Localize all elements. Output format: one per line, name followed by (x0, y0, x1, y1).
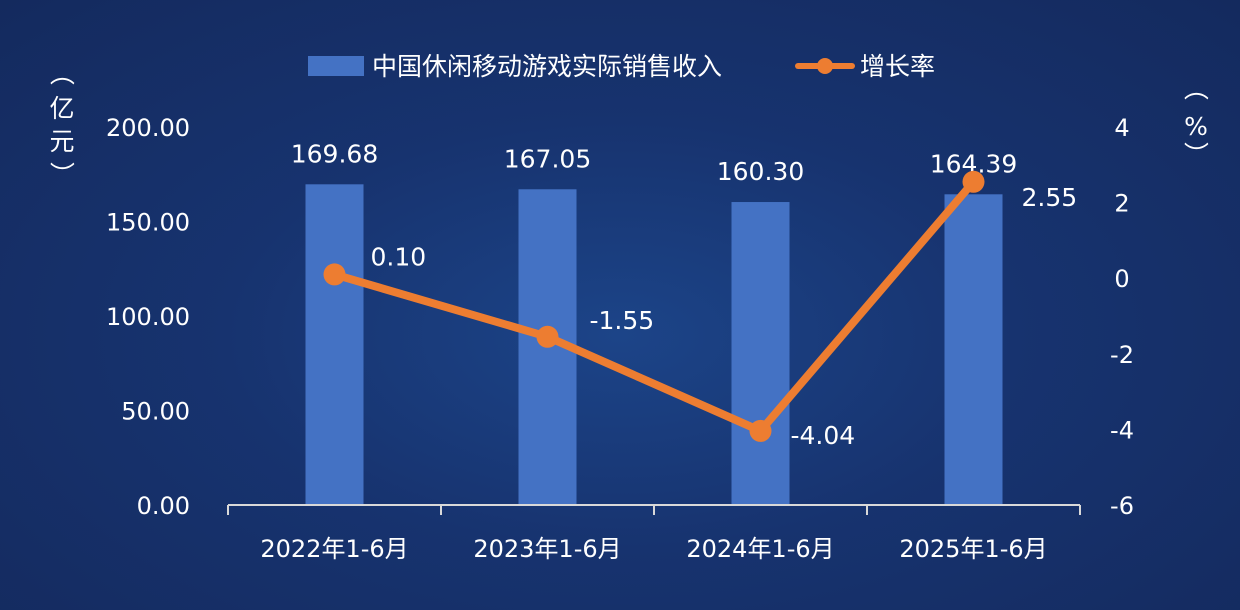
line-series (323, 170, 985, 442)
left-axis-title: （ 亿元 ） (47, 60, 76, 186)
legend-swatch-bar (308, 56, 364, 76)
bar (731, 202, 790, 505)
left-axis-title-char: 元 (49, 127, 74, 156)
right-tick-label: 0 (1114, 265, 1129, 293)
bar (944, 194, 1003, 505)
right-tick-label: -2 (1110, 341, 1134, 369)
left-tick-label: 50.00 (121, 398, 190, 426)
growth-point (323, 263, 346, 286)
right-axis-title-char: （ (1181, 75, 1210, 100)
x-tick-label: 2025年1-6月 (899, 535, 1047, 563)
legend-label-line: 增长率 (860, 52, 935, 81)
growth-value-label: -1.55 (590, 306, 655, 335)
growth-point (962, 170, 985, 193)
left-axis-title-char: ） (47, 161, 76, 186)
right-tick-label: -6 (1110, 492, 1134, 520)
growth-value-label: 2.55 (1022, 183, 1078, 212)
x-tick-label: 2023年1-6月 (473, 535, 621, 563)
left-axis-title-char: （ (47, 60, 76, 85)
right-tick-label: 2 (1114, 190, 1129, 218)
right-axis-title: （%） (1181, 75, 1210, 166)
right-axis-ticks: -6 -4 -2 0 2 4 (1110, 114, 1134, 520)
right-tick-label: 4 (1114, 114, 1129, 142)
line-data-labels: 0.10 -1.55 -4.04 2.55 (371, 183, 1078, 450)
legend-label-bar: 中国休闲移动游戏实际销售收入 (372, 52, 722, 81)
left-tick-label: 150.00 (106, 209, 190, 237)
growth-point (536, 325, 559, 348)
x-axis: 2022年1-6月 2023年1-6月 2024年1-6月 2025年1-6月 (227, 504, 1081, 563)
right-axis-title-char: ） (1181, 141, 1210, 166)
left-tick-label: 100.00 (106, 303, 190, 331)
growth-point (749, 419, 772, 442)
right-axis-title-char: % (1184, 112, 1208, 141)
bar-value-label: 169.68 (291, 139, 378, 168)
x-tick-label: 2024年1-6月 (686, 535, 834, 563)
growth-value-label: 0.10 (371, 242, 427, 271)
legend: 中国休闲移动游戏实际销售收入 增长率 (308, 52, 935, 81)
bar-series (305, 184, 1003, 505)
right-tick-label: -4 (1110, 416, 1134, 444)
growth-line (330, 177, 978, 435)
left-axis-title-char: 亿 (49, 94, 74, 123)
legend-marker-line (817, 58, 833, 74)
growth-value-label: -4.04 (791, 421, 856, 450)
x-tick-label: 2022年1-6月 (260, 535, 408, 563)
bar-data-labels: 169.68 167.05 160.30 164.39 (291, 139, 1017, 186)
bar (305, 184, 364, 505)
left-tick-label: 200.00 (106, 114, 190, 142)
bar-value-label: 167.05 (504, 144, 591, 173)
bar-value-label: 160.30 (717, 157, 804, 186)
left-axis-ticks: 0.00 50.00 100.00 150.00 200.00 (106, 114, 190, 520)
left-tick-label: 0.00 (137, 492, 190, 520)
